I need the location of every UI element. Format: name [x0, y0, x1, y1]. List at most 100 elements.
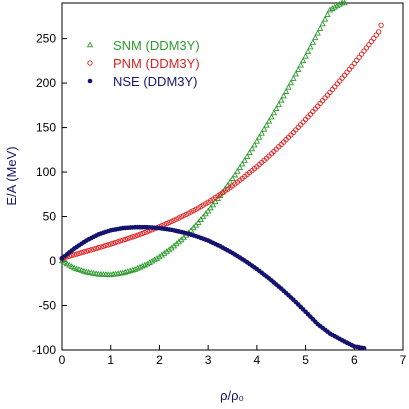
x-tick-label: 7 — [400, 353, 407, 367]
data-point — [331, 3, 338, 10]
y-tick-label: 100 — [36, 165, 56, 179]
data-point — [153, 254, 161, 261]
data-point — [273, 105, 280, 112]
data-point — [151, 256, 158, 263]
data-point — [251, 141, 258, 148]
x-tick-label: 2 — [156, 353, 163, 367]
x-tick-label: 6 — [351, 353, 358, 367]
series-0 — [58, 0, 348, 278]
data-point — [197, 216, 204, 222]
data-point — [312, 34, 319, 41]
data-point — [83, 248, 90, 254]
data-point — [115, 239, 121, 245]
data-point — [315, 103, 321, 109]
data-point — [246, 149, 253, 156]
data-point — [231, 171, 239, 178]
data-point — [258, 129, 265, 136]
legend-marker — [87, 78, 93, 84]
data-point — [88, 247, 94, 253]
data-point — [265, 117, 273, 124]
data-point — [122, 236, 128, 242]
data-point — [68, 263, 75, 269]
data-point — [268, 113, 275, 120]
legend-marker — [86, 41, 94, 48]
legend-label: NSE (DDM3Y) — [113, 74, 198, 89]
data-point — [226, 178, 234, 185]
data-point — [127, 235, 133, 241]
x-tick-label: 4 — [254, 353, 261, 367]
y-tick-label: 0 — [49, 254, 56, 268]
data-point — [292, 70, 299, 77]
data-point — [241, 156, 248, 163]
data-point — [195, 219, 202, 225]
data-point — [144, 260, 151, 267]
data-point — [287, 79, 295, 86]
data-point — [100, 243, 107, 249]
data-point — [336, 0, 343, 7]
data-point — [63, 260, 71, 267]
data-point — [334, 81, 340, 87]
data-point — [285, 83, 292, 90]
data-point — [339, 75, 345, 81]
y-axis-label: E/A (MeV) — [4, 146, 19, 205]
data-point — [239, 160, 246, 167]
data-point — [209, 201, 217, 208]
data-point — [214, 195, 222, 201]
data-point — [312, 106, 318, 112]
x-axis-label: ρ/ρ₀ — [220, 388, 244, 403]
series-2 — [59, 224, 367, 351]
y-tick-label: 250 — [36, 32, 56, 46]
data-point — [108, 241, 114, 247]
y-tick-label: -50 — [39, 299, 57, 313]
data-point — [142, 229, 148, 236]
data-point — [204, 207, 212, 214]
data-point — [305, 114, 311, 120]
data-point — [319, 98, 326, 104]
data-point — [131, 265, 139, 272]
data-point — [148, 257, 156, 264]
data-point — [275, 101, 282, 107]
data-point — [334, 2, 341, 9]
data-point — [304, 48, 312, 55]
data-point — [81, 249, 87, 255]
data-point — [110, 240, 116, 246]
data-point — [71, 252, 77, 258]
data-point — [346, 66, 353, 73]
data-marks — [58, 0, 384, 351]
data-point — [93, 245, 99, 252]
x-tick-label: 1 — [107, 353, 114, 367]
data-point — [103, 242, 109, 249]
data-point — [326, 6, 334, 13]
data-point — [73, 251, 80, 257]
legend-item: PNM (DDM3Y) — [87, 56, 200, 71]
y-tick-label: 50 — [43, 210, 57, 224]
data-point — [337, 78, 343, 84]
data-point — [78, 250, 85, 256]
data-point — [164, 220, 170, 227]
data-point — [324, 11, 331, 17]
data-point — [278, 96, 285, 103]
data-point — [321, 15, 329, 22]
data-point — [290, 75, 297, 81]
data-point — [324, 92, 331, 98]
axis-ticks: 0 1 2 3 4 5 6 7 -100 -50 0 50 100 150 200 250 — [32, 32, 407, 367]
data-point — [125, 235, 131, 242]
data-point — [327, 89, 333, 96]
data-point — [344, 69, 350, 75]
legend-item: SNM (DDM3Y) — [86, 38, 200, 53]
legend-item: NSE (DDM3Y) — [87, 74, 198, 89]
data-point — [91, 246, 97, 252]
data-point — [297, 61, 304, 68]
y-tick-label: 200 — [36, 76, 56, 90]
x-tick-label: 5 — [302, 353, 309, 367]
data-point — [192, 221, 200, 228]
data-point — [61, 258, 68, 265]
data-point — [322, 95, 328, 101]
data-point — [95, 245, 102, 251]
data-point — [222, 185, 229, 192]
data-point — [263, 121, 270, 128]
data-point — [120, 237, 126, 243]
data-point — [76, 250, 82, 257]
data-point — [136, 263, 144, 270]
data-point — [375, 29, 382, 35]
